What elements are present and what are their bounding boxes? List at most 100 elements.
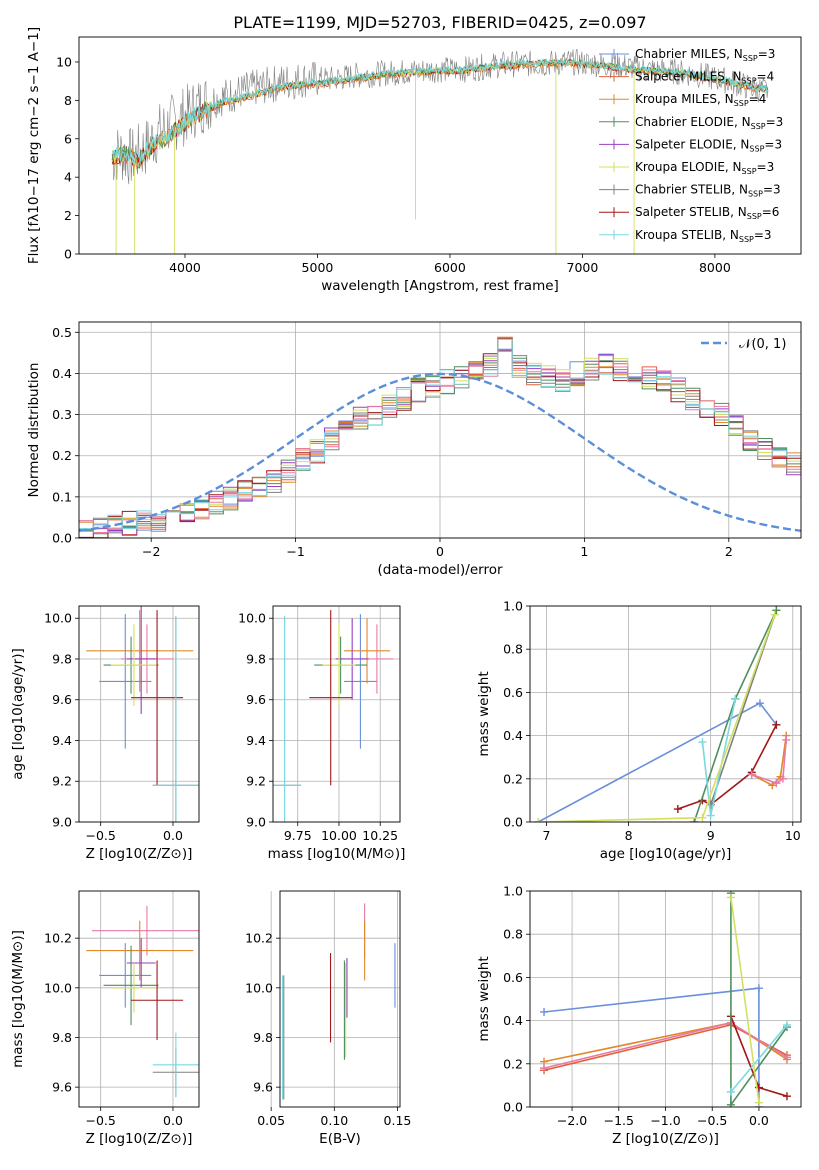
- y-tick-label: 0.4: [503, 728, 523, 743]
- errorbar-point: [99, 614, 152, 749]
- data-marker: [726, 1100, 735, 1107]
- data-marker: [768, 781, 777, 790]
- data-marker: [782, 1092, 791, 1101]
- x-tick-label: 8000: [699, 260, 731, 275]
- errorbar-point: [126, 938, 156, 988]
- y-tick-label: 9.8: [253, 1030, 273, 1045]
- errorbar-point: [335, 618, 369, 700]
- y-tick-label: 0.0: [503, 1100, 523, 1115]
- plot-area: [79, 336, 801, 538]
- y-tick-label: 9.2: [246, 774, 266, 789]
- x-tick-label: −1.5: [604, 1113, 634, 1128]
- y-tick-label: 2: [64, 208, 72, 223]
- x-tick-label: −1: [286, 544, 304, 559]
- y-tick-label: 9.2: [52, 774, 72, 789]
- x-tick-label: 7: [542, 828, 550, 843]
- y-tick-label: 0.2: [503, 771, 523, 786]
- x-tick-label: 0.10: [320, 1113, 348, 1128]
- y-tick-label: 10.0: [245, 980, 273, 995]
- axes-frame: [529, 890, 802, 1108]
- y-tick-label: 10: [56, 54, 72, 69]
- series-line: [537, 702, 778, 822]
- series-line: [730, 897, 760, 1103]
- x-tick-label: −2: [142, 544, 160, 559]
- errorbar-point: [273, 616, 302, 822]
- data-marker: [782, 1053, 791, 1062]
- errorbar-point: [152, 616, 199, 822]
- x-axis-label: Z [log10(Z/Z⊙)]: [612, 1131, 719, 1147]
- panel-weight_vs_age: 7 8 9 10 0.0 0.2 0.4 0.6 0.8 1.0 age [log10(age/yr…: [476, 599, 802, 862]
- y-tick-label: 9.6: [52, 692, 72, 707]
- y-tick-label: 9.0: [246, 815, 266, 830]
- data-marker: [540, 1064, 549, 1073]
- errorbar-point: [343, 614, 377, 749]
- plot-area: [86, 606, 199, 822]
- data-marker: [698, 738, 707, 747]
- data-marker: [770, 610, 779, 619]
- normal-curve: [79, 372, 801, 532]
- x-tick-label: −0.5: [86, 828, 116, 843]
- errorbar-point: [99, 943, 152, 1008]
- y-tick-label: 10.0: [44, 980, 72, 995]
- x-axis-label: (data-model)/error: [377, 562, 503, 578]
- axes-frame: [529, 605, 802, 823]
- data-marker: [726, 893, 735, 902]
- y-tick-label: 1.0: [503, 884, 523, 899]
- plot-area: [111, 49, 769, 254]
- y-tick-label: 4: [64, 170, 72, 185]
- errorbar-point: [92, 905, 199, 956]
- x-tick-label: −1.0: [650, 1113, 680, 1128]
- data-marker: [673, 805, 682, 814]
- data-marker: [698, 813, 707, 822]
- axes-frame: [78, 890, 200, 1108]
- data-marker: [540, 1007, 549, 1016]
- legend-label: Kroupa STELIB, NSSP=3: [635, 228, 772, 244]
- panel-weight_vs_Z: −2.0 −1.5 −1.0 −0.5 0.0 0.0 0.2 0.4 0.6 0.8 1.0 Z […: [476, 884, 802, 1147]
- series-line: [543, 987, 760, 1107]
- data-marker: [772, 606, 781, 615]
- panel-age_vs_Z: −0.5 0.0 9.0 9.2 9.4 9.6 9.8 10.0 Z [log10(Z/Z⊙)…: [10, 605, 200, 862]
- x-tick-label: 6000: [434, 260, 466, 275]
- y-tick-label: 9.4: [52, 733, 72, 748]
- y-tick-label: 10.2: [44, 931, 72, 946]
- errorbar-point: [86, 610, 194, 692]
- x-tick-label: 8: [625, 828, 633, 843]
- x-tick-label: 9: [707, 828, 715, 843]
- y-tick-label: 9.6: [253, 1080, 273, 1095]
- data-marker: [755, 699, 764, 708]
- errorbar-point: [110, 624, 158, 706]
- y-tick-label: 0.5: [52, 325, 72, 340]
- x-tick-label: 0.05: [257, 1113, 285, 1128]
- y-tick-label: 9.8: [52, 1030, 72, 1045]
- x-tick-label: 0.0: [163, 828, 183, 843]
- errorbar-point: [126, 606, 156, 714]
- legend: Chabrier MILES, NSSP=3 Salpeter MILES, NS…: [599, 47, 783, 244]
- y-axis-label: mass [log10(M/M⊙)]: [10, 930, 26, 1068]
- y-tick-label: 0: [64, 247, 72, 262]
- histogram-step: [79, 349, 801, 538]
- errorbar-point: [86, 920, 194, 981]
- panel-spectrum: 4000 5000 6000 7000 8000 0 2 4 6 8 10 Chabrier MILE…: [26, 27, 802, 294]
- data-marker: [754, 984, 763, 993]
- errorbar-point: [322, 624, 356, 706]
- y-tick-label: 0.4: [503, 1013, 523, 1028]
- legend-label: Kroupa ELODIE, NSSP=3: [635, 160, 774, 176]
- x-axis-label: E(B-V): [319, 1131, 361, 1147]
- data-marker: [690, 818, 699, 822]
- errorbar-point: [309, 610, 353, 786]
- x-tick-label: 10.25: [362, 828, 398, 843]
- y-tick-label: 0.2: [503, 1056, 523, 1071]
- y-tick-label: 9.8: [246, 651, 266, 666]
- x-tick-label: 0.0: [749, 1113, 769, 1128]
- legend-label: 𝒩(0, 1): [739, 337, 786, 352]
- panel-mass_vs_Z: −0.5 0.0 9.6 9.8 10.0 10.2 Z [log10(Z/Z⊙)] mass…: [10, 890, 200, 1147]
- axes-frame: [78, 321, 802, 539]
- y-tick-label: 10.2: [245, 931, 273, 946]
- x-tick-label: 10: [785, 828, 801, 843]
- panel-mass_vs_ebv: 0.05 0.10 0.15 9.6 9.8 10.0 10.2 E(B-V): [245, 890, 411, 1147]
- x-tick-label: 1: [580, 544, 588, 559]
- legend-label: Chabrier ELODIE, NSSP=3: [635, 115, 783, 131]
- y-tick-label: 8: [64, 93, 72, 108]
- y-tick-label: 0.1: [52, 489, 72, 504]
